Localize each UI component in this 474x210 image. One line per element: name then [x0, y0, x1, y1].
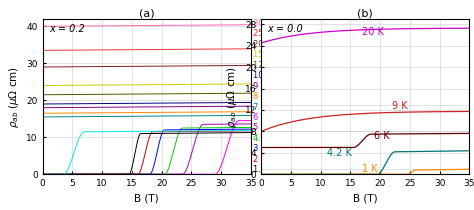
Text: 9 K: 9 K: [253, 82, 266, 91]
Text: 12.5 K: 12.5 K: [253, 61, 279, 70]
Title: (a): (a): [139, 9, 155, 19]
Text: 20 K: 20 K: [362, 27, 384, 37]
Text: x = 0.0: x = 0.0: [267, 24, 303, 34]
Text: 6 K: 6 K: [253, 113, 266, 122]
Text: 4.2 K: 4.2 K: [327, 148, 351, 158]
Text: 30 K: 30 K: [253, 19, 272, 28]
Text: 2 K: 2 K: [253, 155, 266, 164]
Text: x = 0.2: x = 0.2: [49, 24, 85, 34]
Text: 6 K: 6 K: [374, 131, 390, 142]
Text: 4.2 K: 4.2 K: [253, 134, 274, 143]
Text: 7 K: 7 K: [253, 102, 266, 112]
Text: 10 K: 10 K: [253, 71, 272, 80]
Title: (b): (b): [357, 9, 373, 19]
Text: 3 K: 3 K: [253, 144, 266, 153]
X-axis label: B (T): B (T): [353, 194, 377, 204]
Text: 15 K: 15 K: [253, 50, 272, 59]
Text: 5 K: 5 K: [253, 123, 266, 132]
Y-axis label: $\rho_{ab}$ ($\mu\Omega$ cm): $\rho_{ab}$ ($\mu\Omega$ cm): [7, 66, 21, 128]
Y-axis label: $\rho_{ab}$ ($\mu\Omega$ cm): $\rho_{ab}$ ($\mu\Omega$ cm): [225, 66, 239, 128]
Text: 8 K: 8 K: [253, 92, 266, 101]
Text: 25 K: 25 K: [253, 29, 272, 38]
Text: 1.4 K: 1.4 K: [253, 165, 274, 174]
Text: 20 K: 20 K: [253, 40, 272, 49]
X-axis label: B (T): B (T): [135, 194, 159, 204]
Text: 1 K: 1 K: [362, 164, 378, 174]
Text: 9 K: 9 K: [392, 101, 408, 111]
